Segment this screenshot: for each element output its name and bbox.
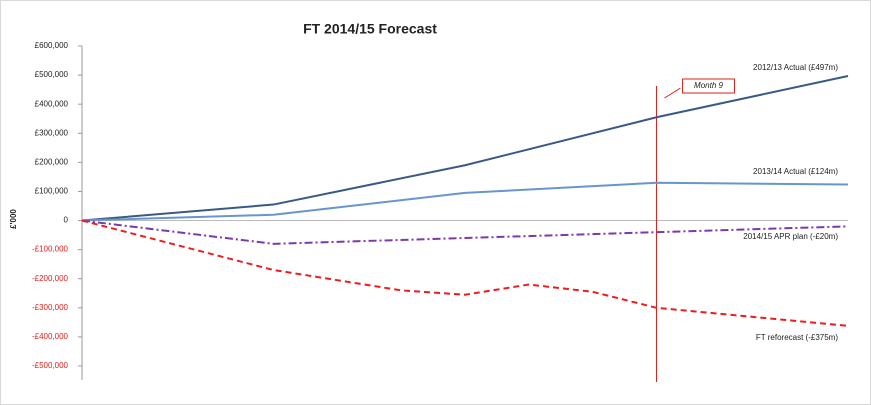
chart-title: FT 2014/15 Forecast xyxy=(303,21,437,37)
annotation-leader xyxy=(664,87,681,99)
y-tick-label: £300,000 xyxy=(35,128,69,137)
series-label: 2013/14 Actual (£124m) xyxy=(753,167,838,176)
annotation-box xyxy=(682,78,735,94)
series-label: FT reforecast (-£375m) xyxy=(756,333,838,342)
series-line xyxy=(81,74,849,222)
series-label: 2014/15 APR plan (-£20m) xyxy=(743,232,838,241)
y-tick-label: £100,000 xyxy=(35,187,69,196)
y-tick-label: £200,000 xyxy=(35,157,69,166)
annotation-text: Month 9 xyxy=(694,81,723,90)
y-tick-label: £600,000 xyxy=(35,41,69,50)
y-axis-label: £'000 xyxy=(9,209,18,229)
y-tick-label: -£400,000 xyxy=(32,332,69,341)
y-tick-label: 0 xyxy=(64,216,69,225)
y-tick-label: -£500,000 xyxy=(32,361,69,370)
series-line xyxy=(81,219,849,245)
y-tick-label: -£300,000 xyxy=(32,303,69,312)
y-tick-label: £400,000 xyxy=(35,99,69,108)
y-tick-label: -£100,000 xyxy=(32,245,69,254)
series-line xyxy=(81,181,849,222)
series-line xyxy=(81,219,849,327)
series-label: 2012/13 Actual (£497m) xyxy=(753,63,838,72)
y-tick-label: £500,000 xyxy=(35,70,69,79)
y-tick-label: -£200,000 xyxy=(32,274,69,283)
